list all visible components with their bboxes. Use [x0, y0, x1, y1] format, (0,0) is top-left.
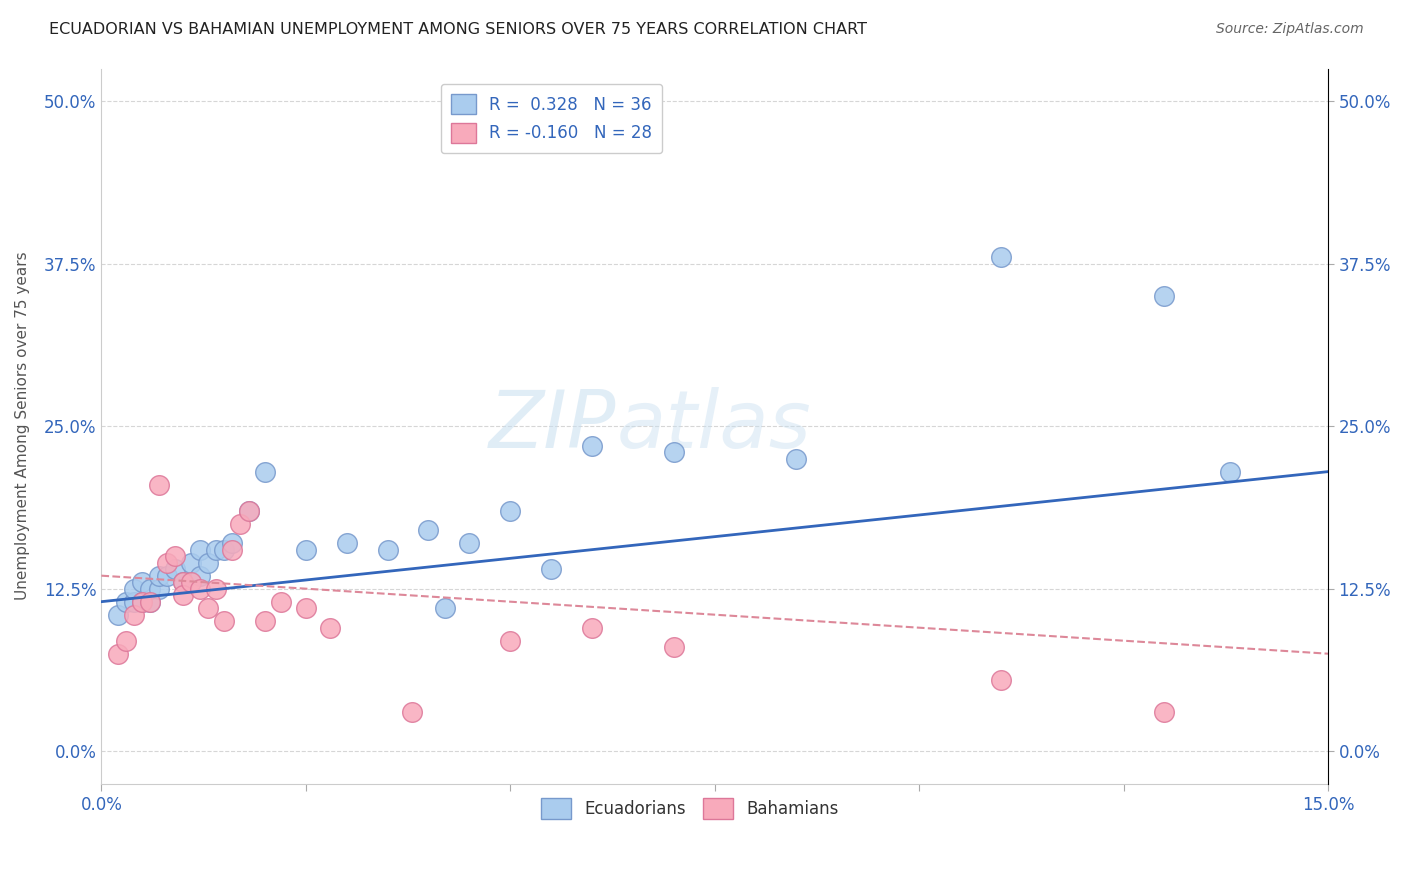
Point: [990, 673, 1012, 687]
Point: [336, 536, 359, 550]
Point: [238, 503, 260, 517]
Point: [163, 562, 186, 576]
Point: [418, 523, 440, 537]
Point: [122, 582, 145, 596]
Point: [197, 601, 219, 615]
Point: [139, 595, 162, 609]
Point: [270, 595, 292, 609]
Point: [172, 575, 194, 590]
Point: [188, 568, 211, 582]
Point: [1219, 465, 1241, 479]
Point: [180, 556, 202, 570]
Point: [499, 503, 522, 517]
Point: [172, 588, 194, 602]
Point: [115, 595, 138, 609]
Text: atlas: atlas: [617, 387, 811, 465]
Point: [253, 614, 276, 628]
Point: [662, 445, 685, 459]
Point: [499, 633, 522, 648]
Point: [188, 542, 211, 557]
Point: [238, 503, 260, 517]
Point: [221, 536, 243, 550]
Point: [139, 595, 162, 609]
Point: [212, 614, 235, 628]
Point: [253, 465, 276, 479]
Point: [172, 575, 194, 590]
Point: [319, 621, 342, 635]
Point: [581, 621, 603, 635]
Point: [990, 250, 1012, 264]
Text: Source: ZipAtlas.com: Source: ZipAtlas.com: [1216, 22, 1364, 37]
Point: [212, 542, 235, 557]
Legend: Ecuadorians, Bahamians: Ecuadorians, Bahamians: [534, 792, 845, 825]
Point: [148, 477, 170, 491]
Point: [107, 647, 129, 661]
Point: [377, 542, 399, 557]
Text: ZIP: ZIP: [489, 387, 617, 465]
Point: [1153, 705, 1175, 719]
Point: [148, 568, 170, 582]
Point: [163, 549, 186, 564]
Point: [458, 536, 481, 550]
Point: [433, 601, 456, 615]
Text: ECUADORIAN VS BAHAMIAN UNEMPLOYMENT AMONG SENIORS OVER 75 YEARS CORRELATION CHAR: ECUADORIAN VS BAHAMIAN UNEMPLOYMENT AMON…: [49, 22, 868, 37]
Point: [122, 607, 145, 622]
Point: [131, 575, 153, 590]
Y-axis label: Unemployment Among Seniors over 75 years: Unemployment Among Seniors over 75 years: [15, 252, 30, 600]
Point: [295, 601, 318, 615]
Point: [229, 516, 252, 531]
Point: [188, 582, 211, 596]
Point: [221, 542, 243, 557]
Point: [148, 582, 170, 596]
Point: [156, 556, 179, 570]
Point: [139, 582, 162, 596]
Point: [180, 575, 202, 590]
Point: [205, 542, 228, 557]
Point: [581, 439, 603, 453]
Point: [295, 542, 318, 557]
Point: [401, 705, 423, 719]
Point: [540, 562, 562, 576]
Point: [205, 582, 228, 596]
Point: [115, 633, 138, 648]
Point: [107, 607, 129, 622]
Point: [122, 595, 145, 609]
Point: [131, 595, 153, 609]
Point: [197, 556, 219, 570]
Point: [131, 595, 153, 609]
Point: [662, 640, 685, 655]
Point: [1153, 289, 1175, 303]
Point: [785, 451, 807, 466]
Point: [156, 568, 179, 582]
